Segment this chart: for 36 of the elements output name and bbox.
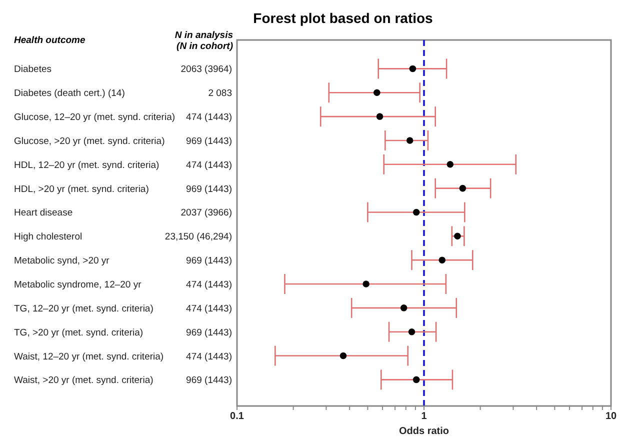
y-tick-label: Waist, 12–20 yr (met. synd. criteria) (14, 351, 164, 362)
y-tick-label: Diabetes (14, 64, 52, 76)
text: 474 (1443) (186, 112, 232, 124)
text: 969 (1443) (186, 184, 232, 195)
text: N in analysis (174, 30, 233, 41)
text: 2063 (3964) (180, 64, 232, 76)
y-tick-label: Metabolic syndrome, 12–20 yr (14, 280, 142, 290)
text: 2 083 (208, 88, 232, 100)
text: (N in cohort) (176, 41, 233, 52)
text: 969 (1443) (186, 327, 232, 338)
text: 969 (1443) (186, 256, 232, 267)
text: 2037 (3966) (180, 208, 232, 219)
y-tick-label: High cholesterol (14, 232, 82, 243)
text: 474 (1443) (186, 351, 232, 362)
text: 23,150 (46,294) (164, 232, 232, 243)
y-tick-label: Glucose, 12–20 yr (met. synd. criteria) (14, 112, 176, 124)
y-tick-label: TG, 12–20 yr (met. synd. criteria) (14, 303, 154, 314)
y-tick-label: Diabetes (death cert.) (14) (14, 88, 125, 100)
y-tick-label: Heart disease (14, 208, 73, 219)
y-axis-title: Health outcome (14, 35, 86, 46)
text: 474 (1443) (186, 280, 232, 290)
x-tick-label: 10 (605, 411, 617, 422)
text: 969 (1443) (186, 136, 232, 147)
x-tick-label: 1 (421, 411, 428, 422)
text: 474 (1443) (186, 160, 232, 171)
y-tick-label: TG, >20 yr (met. synd. criteria) (14, 327, 144, 338)
y-tick-label: HDL, 12–20 yr (met. synd. criteria) (14, 160, 160, 171)
y-tick-label: Waist, >20 yr (met. synd. criteria) (14, 375, 154, 386)
text: 474 (1443) (186, 303, 232, 314)
x-axis-title: Odds ratio (398, 426, 450, 437)
y-tick-label: Glucose, >20 yr (met. synd. criteria) (14, 136, 165, 147)
y-tick-label: Metabolic synd, >20 yr (14, 256, 110, 267)
text: 969 (1443) (186, 375, 232, 386)
y-tick-label: HDL, >20 yr (met. synd. criteria) (14, 184, 149, 195)
x-tick-label: 0.1 (230, 411, 244, 422)
chart-title: Forest plot based on ratios (252, 10, 434, 26)
